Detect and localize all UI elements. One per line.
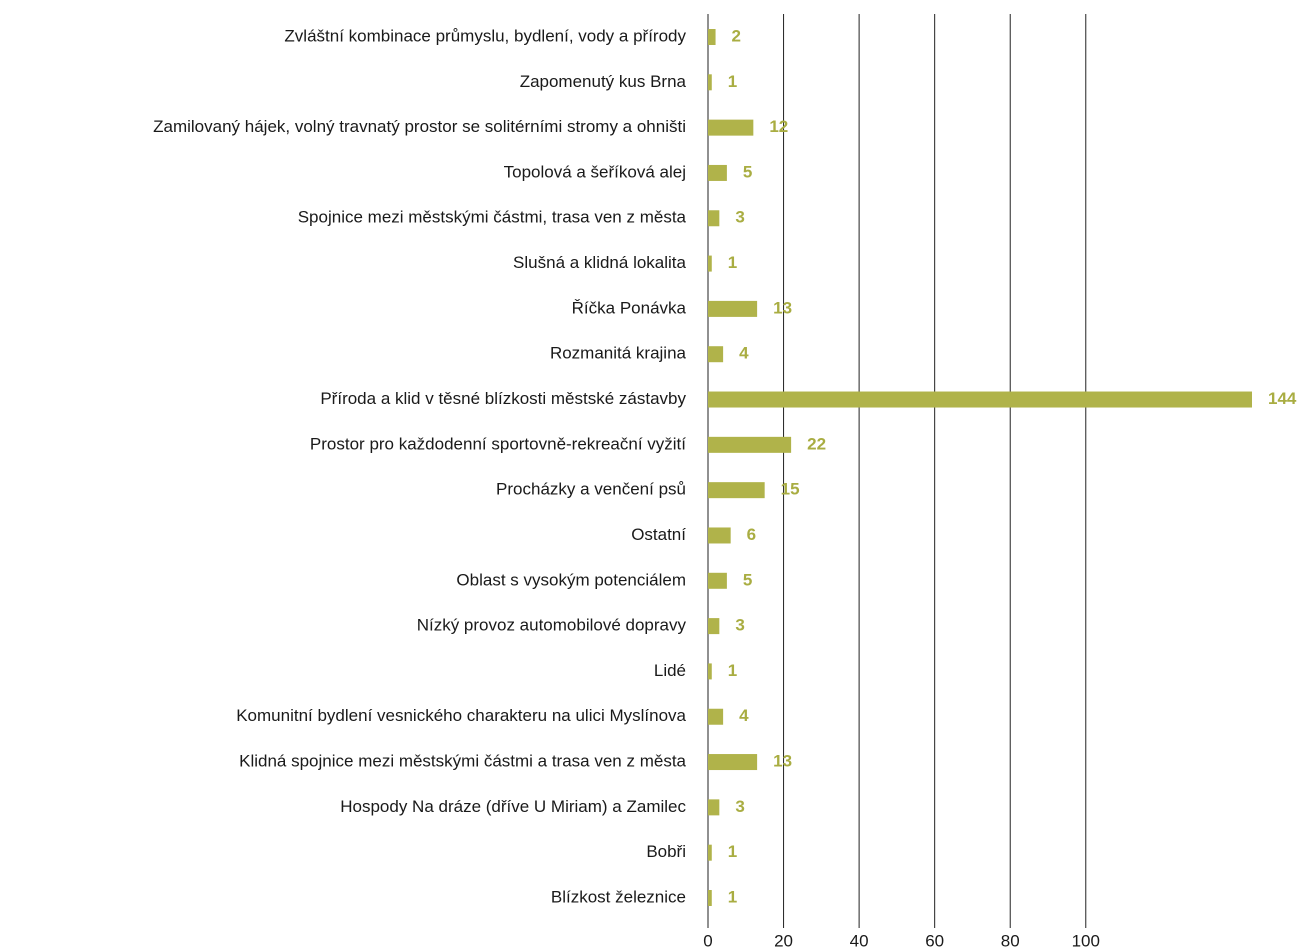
bar — [708, 74, 712, 91]
bar — [708, 618, 720, 635]
bar — [708, 255, 712, 272]
bar — [708, 572, 727, 589]
y-tick-label: Prostor pro každodenní sportovně-rekreač… — [310, 434, 686, 453]
value-label: 5 — [743, 570, 752, 589]
y-tick-label: Příroda a klid v těsné blízkosti městské… — [320, 389, 686, 408]
bar — [708, 436, 792, 453]
value-label: 6 — [747, 525, 756, 544]
bar — [708, 890, 712, 906]
value-label: 4 — [739, 344, 749, 363]
x-tick-label: 40 — [850, 931, 869, 950]
y-tick-label: Klidná spojnice mezi městskými částmi a … — [239, 752, 686, 771]
y-tick-label: Bobři — [646, 842, 686, 861]
y-tick-label: Oblast s vysokým potenciálem — [456, 570, 686, 589]
value-label: 144 — [1268, 389, 1297, 408]
y-tick-label: Zapomenutý kus Brna — [520, 72, 687, 91]
x-tick-label: 100 — [1072, 931, 1100, 950]
value-label: 1 — [728, 661, 737, 680]
value-label: 3 — [735, 208, 744, 227]
bar — [708, 482, 765, 499]
bar — [708, 391, 1252, 408]
y-tick-label: Topolová a šeříková alej — [504, 162, 686, 181]
y-tick-label: Hospody Na dráze (dříve U Miriam) a Zami… — [340, 797, 686, 816]
value-label: 3 — [735, 616, 744, 635]
bar — [708, 164, 727, 181]
y-tick-label: Procházky a venčení psů — [496, 480, 686, 499]
value-label: 1 — [728, 887, 737, 906]
y-tick-label: Blízkost železnice — [551, 887, 686, 906]
value-label: 5 — [743, 162, 752, 181]
bar — [708, 844, 712, 861]
value-label: 13 — [773, 298, 792, 317]
bar — [708, 346, 724, 363]
value-label: 22 — [807, 434, 826, 453]
bar — [708, 29, 716, 45]
bar — [708, 119, 754, 136]
x-tick-label: 0 — [703, 931, 712, 950]
bar — [708, 708, 724, 725]
y-tick-label: Lidé — [654, 661, 686, 680]
x-tick-label: 20 — [774, 931, 793, 950]
value-label: 1 — [728, 842, 737, 861]
bar — [708, 210, 720, 227]
value-label: 3 — [735, 797, 744, 816]
value-label: 4 — [739, 706, 749, 725]
bar — [708, 799, 720, 816]
y-tick-label: Zamilovaný hájek, volný travnatý prostor… — [153, 117, 686, 136]
bar — [708, 527, 731, 544]
y-tick-label: Rozmanitá krajina — [550, 344, 687, 363]
x-tick-label: 80 — [1001, 931, 1020, 950]
value-label: 1 — [728, 72, 737, 91]
y-tick-label: Nízký provoz automobilové dopravy — [417, 616, 687, 635]
y-tick-label: Spojnice mezi městskými částmi, trasa ve… — [298, 208, 687, 227]
value-label: 13 — [773, 752, 792, 771]
y-tick-label: Komunitní bydlení vesnického charakteru … — [236, 706, 686, 725]
x-tick-label: 60 — [925, 931, 944, 950]
bar — [708, 754, 758, 771]
bar — [708, 300, 758, 317]
value-label: 2 — [732, 26, 741, 45]
y-tick-label: Slušná a klidná lokalita — [513, 253, 686, 272]
y-tick-label: Říčka Ponávka — [572, 298, 687, 317]
y-tick-label: Ostatní — [631, 525, 686, 544]
y-tick-label: Zvláštní kombinace průmyslu, bydlení, vo… — [284, 26, 686, 45]
value-label: 1 — [728, 253, 737, 272]
value-label: 12 — [769, 117, 788, 136]
bar — [708, 663, 712, 680]
value-label: 15 — [781, 480, 800, 499]
